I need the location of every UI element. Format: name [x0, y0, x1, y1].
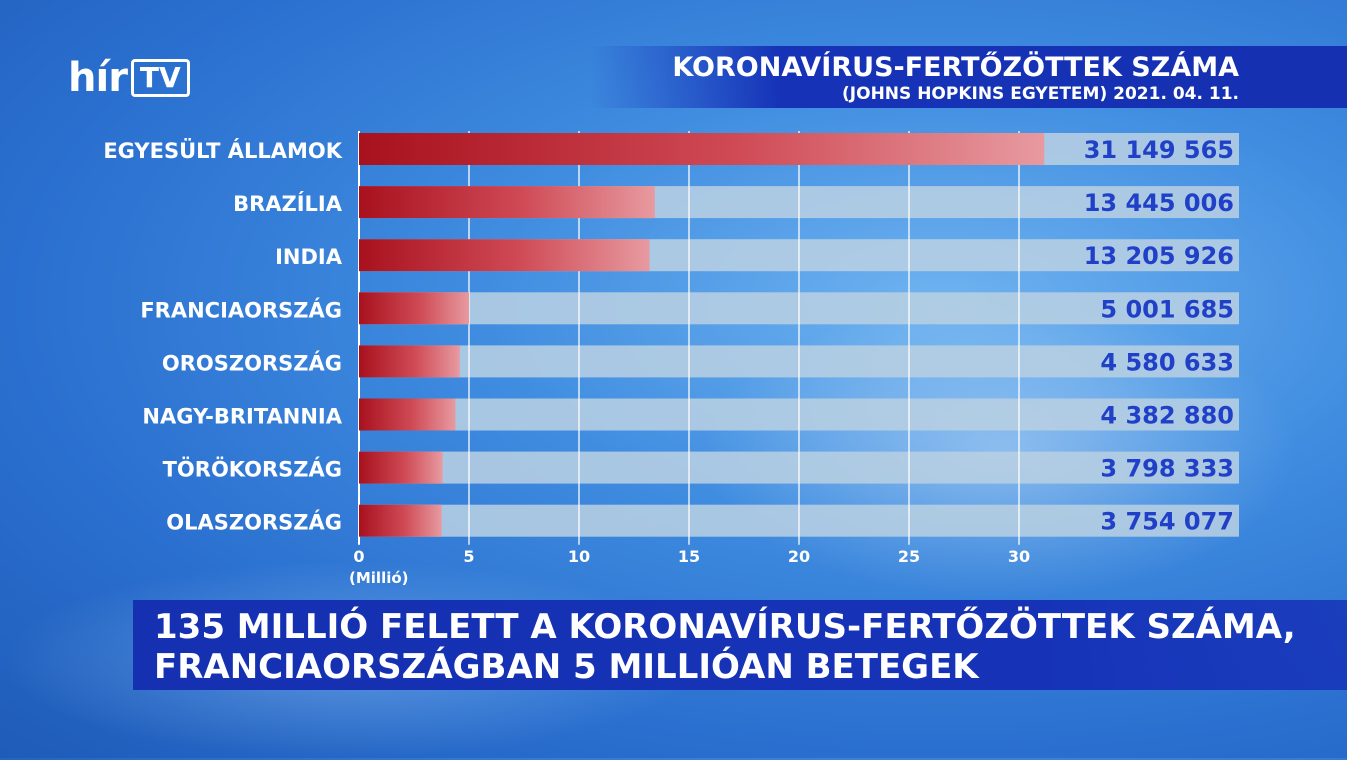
category-label: OROSZORSZÁG — [162, 350, 342, 375]
tick-label: 10 — [568, 547, 590, 566]
bar — [359, 292, 470, 325]
tick-label: 15 — [678, 547, 700, 566]
bar — [359, 345, 460, 378]
bar — [359, 398, 456, 431]
category-label: TÖRÖKORSZÁG — [163, 457, 342, 482]
headline-line-2: FRANCIAORSZÁGBAN 5 MILLIÓAN BETEGEK — [154, 647, 979, 687]
category-label: FRANCIAORSZÁG — [140, 297, 342, 322]
category-label: BRAZÍLIA — [233, 191, 343, 216]
tick-label: 20 — [788, 547, 810, 566]
headline-line-1: 135 MILLIÓ FELETT A KORONAVÍRUS-FERTŐZÖT… — [154, 607, 1296, 647]
bar — [359, 451, 443, 484]
category-label: EGYESÜLT ÁLLAMOK — [103, 138, 342, 163]
bar — [359, 133, 1045, 165]
data-label: 3 798 333 — [1100, 455, 1234, 483]
bar — [359, 186, 655, 219]
data-label: 31 149 565 — [1084, 136, 1234, 164]
data-label: 5 001 685 — [1100, 295, 1234, 323]
bar — [359, 504, 442, 537]
category-label: INDIA — [275, 245, 343, 269]
channel-logo: hír TV — [68, 56, 190, 100]
title-bar — [590, 46, 1347, 108]
tick-label: 25 — [898, 547, 920, 566]
tick-label: 5 — [463, 547, 474, 566]
category-label: OLASZORSZÁG — [166, 510, 342, 535]
tick-label: 30 — [1008, 547, 1030, 566]
logo-channel: TV — [130, 59, 190, 97]
chart-title: KORONAVÍRUS-FERTŐZÖTTEK SZÁMA — [672, 52, 1239, 83]
headline-banner — [133, 600, 1347, 690]
data-label: 13 205 926 — [1084, 242, 1234, 270]
data-label: 3 754 077 — [1100, 508, 1234, 536]
data-label: 13 445 006 — [1084, 189, 1234, 217]
bar — [359, 239, 650, 272]
logo-brand: hír — [68, 55, 128, 101]
data-label: 4 580 633 — [1100, 348, 1234, 376]
chart-subtitle: (JOHNS HOPKINS EGYETEM) 2021. 04. 11. — [842, 84, 1239, 104]
bar-chart: EGYESÜLT ÁLLAMOK BRAZÍLIA INDIA FRANCIAORSZ… — [103, 133, 1239, 587]
category-label: NAGY-BRITANNIA — [142, 405, 342, 429]
x-axis-label: (Millió) — [349, 569, 409, 587]
tick-label: 0 — [353, 547, 364, 566]
data-label: 4 382 880 — [1100, 402, 1234, 430]
